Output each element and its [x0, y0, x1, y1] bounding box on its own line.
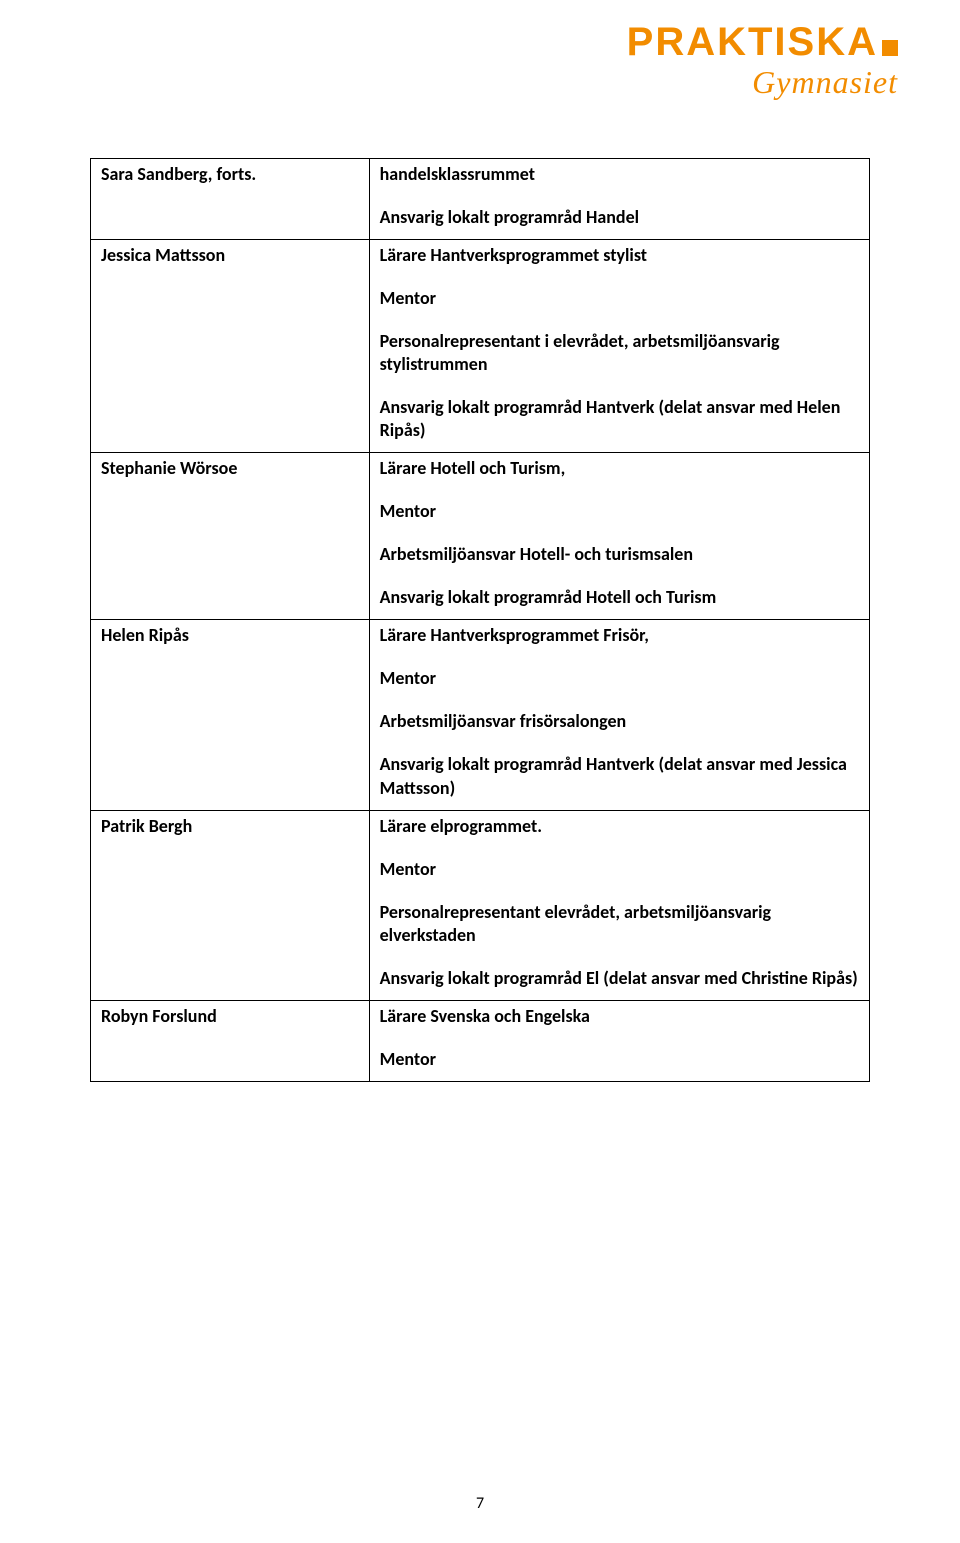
details-paragraph: handelsklassrummet: [380, 163, 859, 186]
details-paragraph: Lärare Svenska och Engelska: [380, 1005, 859, 1028]
logo-dot-icon: [882, 40, 898, 56]
name-cell: Robyn Forslund: [91, 1000, 370, 1081]
details-paragraph: Mentor: [380, 858, 859, 881]
logo-sub: Gymnasiet: [627, 64, 898, 101]
details-paragraph: Mentor: [380, 1048, 859, 1071]
details-paragraph: Mentor: [380, 287, 859, 310]
details-paragraph: Mentor: [380, 500, 859, 523]
table-row: Patrik Bergh Lärare elprogrammet. Mentor Pe…: [91, 810, 870, 1000]
table-row: Helen Ripås Lärare Hantverksprogrammet Fr…: [91, 620, 870, 810]
details-paragraph: Personalrepresentant i elevrådet, arbets…: [380, 330, 859, 376]
person-name: Patrik Bergh: [101, 815, 359, 838]
details-paragraph: Lärare Hotell och Turism,: [380, 457, 859, 480]
name-cell: Stephanie Wörsoe: [91, 453, 370, 620]
details-paragraph: Ansvarig lokalt programråd Handel: [380, 206, 859, 229]
page: PRAKTISKA Gymnasiet Sara Sandberg, forts…: [0, 0, 960, 1543]
details-paragraph: Lärare Hantverksprogrammet stylist: [380, 244, 859, 267]
details-cell: Lärare Hantverksprogrammet Frisör, Mentor…: [369, 620, 869, 810]
details-cell: Lärare Hantverksprogrammet stylist Mentor…: [369, 240, 869, 453]
logo-main-text: PRAKTISKA: [627, 22, 878, 62]
details-paragraph: Personalrepresentant elevrådet, arbetsmi…: [380, 901, 859, 947]
table-row: Stephanie Wörsoe Lärare Hotell och Turism…: [91, 453, 870, 620]
logo: PRAKTISKA Gymnasiet: [627, 22, 898, 101]
details-paragraph: Arbetsmiljöansvar frisörsalongen: [380, 710, 859, 733]
details-cell: Lärare elprogrammet. Mentor Personalrepres…: [369, 810, 869, 1000]
details-paragraph: Ansvarig lokalt programråd Hotell och Tu…: [380, 586, 859, 609]
person-name: Helen Ripås: [101, 624, 359, 647]
details-paragraph: Lärare elprogrammet.: [380, 815, 859, 838]
table-row: Sara Sandberg, forts. handelsklassrummet A…: [91, 159, 870, 240]
person-name: Stephanie Wörsoe: [101, 457, 359, 480]
details-cell: Lärare Svenska och Engelska Mentor: [369, 1000, 869, 1081]
person-name: Sara Sandberg, forts.: [101, 163, 359, 186]
page-number: 7: [0, 1494, 960, 1513]
details-cell: handelsklassrummet Ansvarig lokalt progra…: [369, 159, 869, 240]
staff-table: Sara Sandberg, forts. handelsklassrummet A…: [90, 158, 870, 1082]
details-paragraph: Mentor: [380, 667, 859, 690]
details-paragraph: Ansvarig lokalt programråd Hantverk (del…: [380, 753, 859, 799]
logo-main: PRAKTISKA: [627, 22, 898, 62]
name-cell: Jessica Mattsson: [91, 240, 370, 453]
table-row: Robyn Forslund Lärare Svenska och Engelsk…: [91, 1000, 870, 1081]
table-row: Jessica Mattsson Lärare Hantverksprogramm…: [91, 240, 870, 453]
details-paragraph: Arbetsmiljöansvar Hotell- och turismsale…: [380, 543, 859, 566]
details-paragraph: Ansvarig lokalt programråd Hantverk (del…: [380, 396, 859, 442]
name-cell: Helen Ripås: [91, 620, 370, 810]
person-name: Jessica Mattsson: [101, 244, 359, 267]
details-paragraph: Ansvarig lokalt programråd El (delat ans…: [380, 967, 859, 990]
details-paragraph: Lärare Hantverksprogrammet Frisör,: [380, 624, 859, 647]
name-cell: Patrik Bergh: [91, 810, 370, 1000]
name-cell: Sara Sandberg, forts.: [91, 159, 370, 240]
details-cell: Lärare Hotell och Turism, Mentor Arbetsmil…: [369, 453, 869, 620]
person-name: Robyn Forslund: [101, 1005, 359, 1028]
